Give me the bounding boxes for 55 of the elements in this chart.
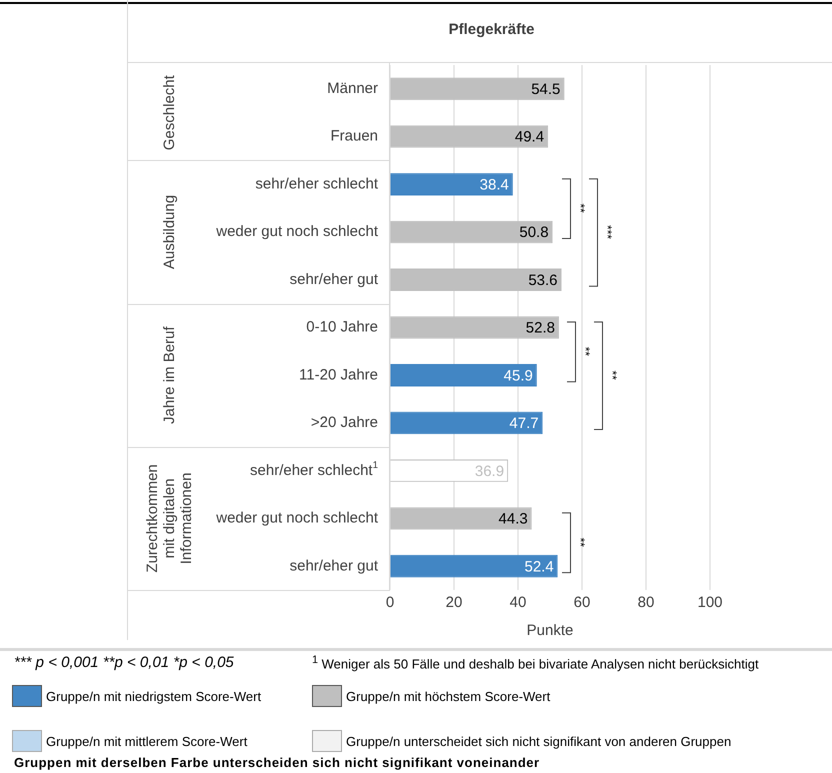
bar: [390, 364, 537, 386]
text: Jahre im Beruf: [161, 326, 178, 424]
text: Geschlecht: [161, 74, 178, 150]
x-tick-label: 80: [638, 594, 654, 612]
data-label: 52.8: [526, 320, 555, 337]
data-label: 44.3: [498, 510, 528, 528]
data-label: 52.4: [524, 558, 554, 576]
y-tick-label: sehr/eher gut: [290, 270, 379, 288]
bar: [390, 316, 559, 339]
data-label: 53.6: [528, 272, 558, 289]
data-label: 38.4: [480, 176, 509, 194]
text: Gruppe/n mit höchstem Score-Wert: [346, 688, 550, 704]
data-label: 54.5: [531, 81, 560, 98]
chart-title: Pflegekräfte: [448, 21, 534, 38]
bar: [390, 507, 532, 530]
data-label: 47.7: [509, 415, 539, 432]
bar: [390, 220, 553, 244]
data-label: 45.9: [504, 367, 533, 384]
x-tick-label: 40: [510, 594, 526, 612]
text: $^{1}$ Weniger als 50 Fälle und deshalb bei bivariate Analysen nicht berücksichtigt: [312, 654, 759, 672]
data-label: 36.9: [474, 462, 504, 480]
y-tick-label: weder gut noch schlecht: [215, 510, 379, 527]
text: Gruppen mit derselben Farbe unterscheiden sich nicht signifikant voneinander: [14, 755, 540, 770]
y-tick-label: sehr/eher gut: [290, 557, 379, 574]
y-tick-label: >20 Jahre: [310, 414, 378, 432]
text: Gruppe/n mit mittlerem Score-Wert: [46, 734, 248, 748]
x-axis-title: Punkte: [526, 622, 574, 640]
annotation: ***: [600, 225, 615, 240]
data-label: 50.8: [519, 224, 549, 242]
text: Gruppe/n mit niedrigstem Score-Wert: [46, 688, 262, 704]
bar: [390, 173, 513, 196]
x-tick-label: 60: [574, 594, 590, 612]
y-tick-label: sehr/eher schlecht: [255, 175, 379, 192]
x-tick-label: 0: [386, 594, 394, 612]
bar: [390, 412, 543, 434]
y-tick-label: 0-10 Jahre: [306, 318, 378, 336]
y-tick-label: Frauen: [330, 128, 378, 145]
text: Gruppe/n unterscheidet sich nicht signifikant von anderen Gruppen: [346, 734, 732, 748]
y-tick-label: Männer: [327, 80, 378, 98]
text: Zurechtkommen mit digitalen Informationen: [144, 464, 196, 573]
y-tick-label: 11-20 Jahre: [299, 366, 378, 384]
data-label: 49.4: [514, 128, 544, 146]
annotation: **: [606, 370, 620, 380]
annotation: **: [574, 538, 588, 548]
bar: [390, 78, 564, 100]
annotation: **: [578, 346, 593, 356]
y-tick-label: weder gut noch schlecht: [215, 223, 379, 240]
x-tick-label: 20: [446, 594, 462, 612]
bar: [390, 125, 548, 148]
bar: [390, 268, 562, 291]
text: Ausbildung: [161, 194, 178, 270]
x-tick-label: 100: [697, 594, 723, 612]
bar: [390, 554, 558, 578]
annotation: **: [574, 204, 588, 214]
text: *** p < 0,001 **p < 0,01 *p < 0,05: [14, 654, 234, 671]
